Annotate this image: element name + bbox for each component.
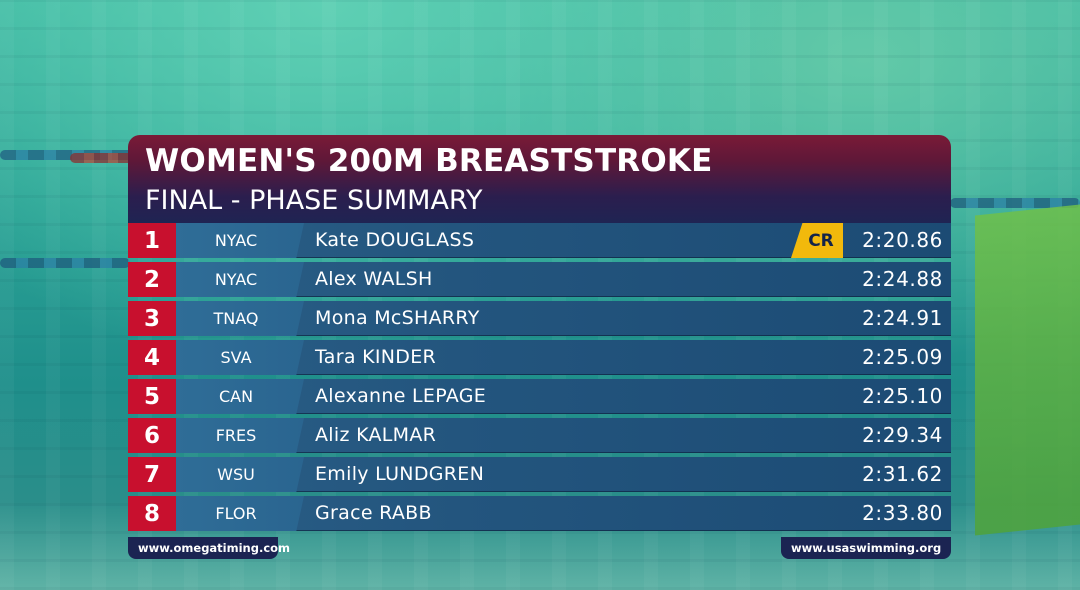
finish-time: 2:31.62	[862, 462, 943, 486]
swimmer-name: Kate DOUGLASS	[315, 229, 475, 251]
club-code: WSU	[217, 465, 255, 484]
swimmer-name: Tara KINDER	[315, 346, 437, 368]
club-cell	[176, 418, 304, 453]
finish-time: 2:24.88	[862, 267, 943, 291]
results-board: WOMEN'S 200M BREASTSTROKE FINAL - PHASE …	[128, 135, 951, 560]
club-cell	[176, 223, 304, 258]
rank-badge: 7	[128, 457, 176, 492]
club-code: SVA	[220, 348, 252, 367]
result-row: 1 NYAC Kate DOUGLASS CR 2:20.86	[128, 223, 951, 258]
rank-badge: 4	[128, 340, 176, 375]
omega-timing-link: www.omegatiming.com	[128, 537, 290, 559]
finish-time: 2:25.10	[862, 384, 943, 408]
result-row: 2 NYAC Alex WALSH 2:24.88	[128, 262, 951, 297]
swimmer-name: Mona McSHARRY	[315, 307, 480, 329]
result-row: 7 WSU Emily LUNDGREN 2:31.62	[128, 457, 951, 492]
club-cell	[176, 496, 304, 531]
club-cell	[176, 301, 304, 336]
lane-rope	[0, 258, 130, 268]
rank-badge: 6	[128, 418, 176, 453]
club-code: FRES	[215, 426, 257, 445]
swimmer-name: Aliz KALMAR	[315, 424, 437, 446]
result-row: 6 FRES Aliz KALMAR 2:29.34	[128, 418, 951, 453]
club-code: FLOR	[215, 504, 257, 523]
finish-time: 2:24.91	[862, 306, 943, 330]
club-cell	[176, 340, 304, 375]
rank-badge: 8	[128, 496, 176, 531]
swimmer-name: Emily LUNDGREN	[315, 463, 485, 485]
finish-time: 2:33.80	[862, 501, 943, 525]
rank-badge: 1	[128, 223, 176, 258]
result-row: 5 CAN Alexanne LEPAGE 2:25.10	[128, 379, 951, 414]
swimmer-name: Alex WALSH	[315, 268, 433, 290]
pool-wall-board	[975, 204, 1080, 536]
club-code: NYAC	[214, 270, 258, 289]
finish-time: 2:20.86	[862, 228, 943, 252]
club-code: NYAC	[214, 231, 258, 250]
lane-rope	[950, 198, 1080, 208]
result-row: 8 FLOR Grace RABB 2:33.80	[128, 496, 951, 531]
finish-time: 2:29.34	[862, 423, 943, 447]
rank-badge: 5	[128, 379, 176, 414]
rank-badge: 2	[128, 262, 176, 297]
club-cell	[176, 457, 304, 492]
swimmer-name: Grace RABB	[315, 502, 432, 524]
rank-badge: 3	[128, 301, 176, 336]
club-cell	[176, 262, 304, 297]
club-code: TNAQ	[213, 309, 259, 328]
results-header: WOMEN'S 200M BREASTSTROKE FINAL - PHASE …	[128, 135, 951, 223]
result-row: 4 SVA Tara KINDER 2:25.09	[128, 340, 951, 375]
event-title: WOMEN'S 200M BREASTSTROKE	[145, 143, 713, 179]
swimmer-name: Alexanne LEPAGE	[315, 385, 487, 407]
club-code: CAN	[218, 387, 254, 406]
event-subtitle: FINAL - PHASE SUMMARY	[145, 185, 483, 216]
result-row: 3 TNAQ Mona McSHARRY 2:24.91	[128, 301, 951, 336]
lane-rope	[70, 153, 140, 163]
finish-time: 2:25.09	[862, 345, 943, 369]
usa-swimming-link: www.usaswimming.org	[781, 537, 951, 559]
club-cell	[176, 379, 304, 414]
record-badge: CR	[791, 223, 843, 258]
